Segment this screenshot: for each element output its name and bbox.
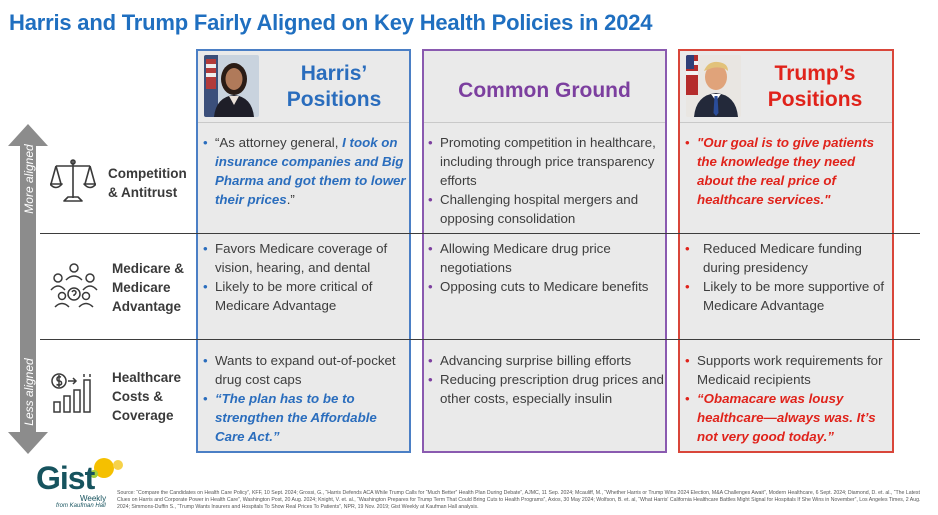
row-divider [40,233,920,234]
row-divider [40,339,920,340]
list-item: Likely to be more supportive of Medicare… [685,277,890,315]
harris-healthcare-cell: Wants to expand out-of-pocket drug cost … [203,351,408,446]
trump-competition-cell: "Our goal is to give patients the knowle… [685,133,890,209]
alignment-arrow [8,124,48,454]
list-item: Challenging hospital mergers and opposin… [428,190,664,228]
list-item: "Our goal is to give patients the knowle… [685,133,890,209]
people-network-icon [50,263,98,308]
list-item: “The plan has to be to strengthen the Af… [203,389,408,446]
harris-header-title: Harris’ Positions [286,62,382,111]
common-header-title: Common Ground [458,79,631,102]
axis-label-more-aligned: More aligned [22,144,36,214]
list-item: Promoting competition in healthcare, inc… [428,133,664,190]
source-note: Source: “Compare the Candidates on Healt… [117,490,921,511]
logo-dots-icon [90,458,123,478]
common-healthcare-cell: Advancing surprise billing efforts Reduc… [428,351,664,408]
harris-medicare-cell: Favors Medicare coverage of vision, hear… [203,239,408,315]
trump-medicare-cell: Reduced Medicare funding during presiden… [685,239,890,315]
trump-healthcare-cell: Supports work requirements for Medicaid … [685,351,890,446]
list-item: Reduced Medicare funding during presiden… [685,239,890,277]
logo-weekly: Weekly [80,494,107,503]
common-competition-cell: Promoting competition in healthcare, inc… [428,133,664,228]
list-item: Opposing cuts to Medicare benefits [428,277,664,296]
cost-chart-icon [51,373,91,413]
row-label-competition: Competition & Antitrust [108,166,187,200]
logo-text: Gist [36,460,95,496]
list-item: Allowing Medicare drug price negotiation… [428,239,664,277]
harris-header: Harris’ Positions [198,49,409,123]
logo-from: from Kaufman Hall [56,503,106,509]
common-header: Common Ground [424,49,665,123]
trump-portrait [686,55,741,117]
trump-header: Trump’s Positions [680,49,892,123]
list-item: Supports work requirements for Medicaid … [685,351,890,389]
list-item: Reducing prescription drug prices and ot… [428,370,664,408]
harris-competition-cell: “As attorney general, I took on insuranc… [203,133,408,209]
list-item: “As attorney general, I took on insuranc… [203,133,408,209]
axis-label-less-aligned: Less aligned [22,358,36,426]
row-label-healthcare-costs: Healthcare Costs & Coverage [112,370,182,423]
list-item: “Obamacare was lousy healthcare—always w… [685,389,890,446]
trump-header-title: Trump’s Positions [767,62,863,111]
page-title: Harris and Trump Fairly Aligned on Key H… [9,10,653,35]
common-medicare-cell: Allowing Medicare drug price negotiation… [428,239,664,296]
row-label-medicare: Medicare & Medicare Advantage [112,261,185,314]
harris-portrait [204,55,259,117]
list-item: Favors Medicare coverage of vision, hear… [203,239,408,277]
scales-icon [50,159,96,202]
gist-logo: Gist Weekly from Kaufman Hall [28,456,128,512]
list-item: Likely to be more critical of Medicare A… [203,277,408,315]
list-item: Wants to expand out-of-pocket drug cost … [203,351,408,389]
list-item: Advancing surprise billing efforts [428,351,664,370]
